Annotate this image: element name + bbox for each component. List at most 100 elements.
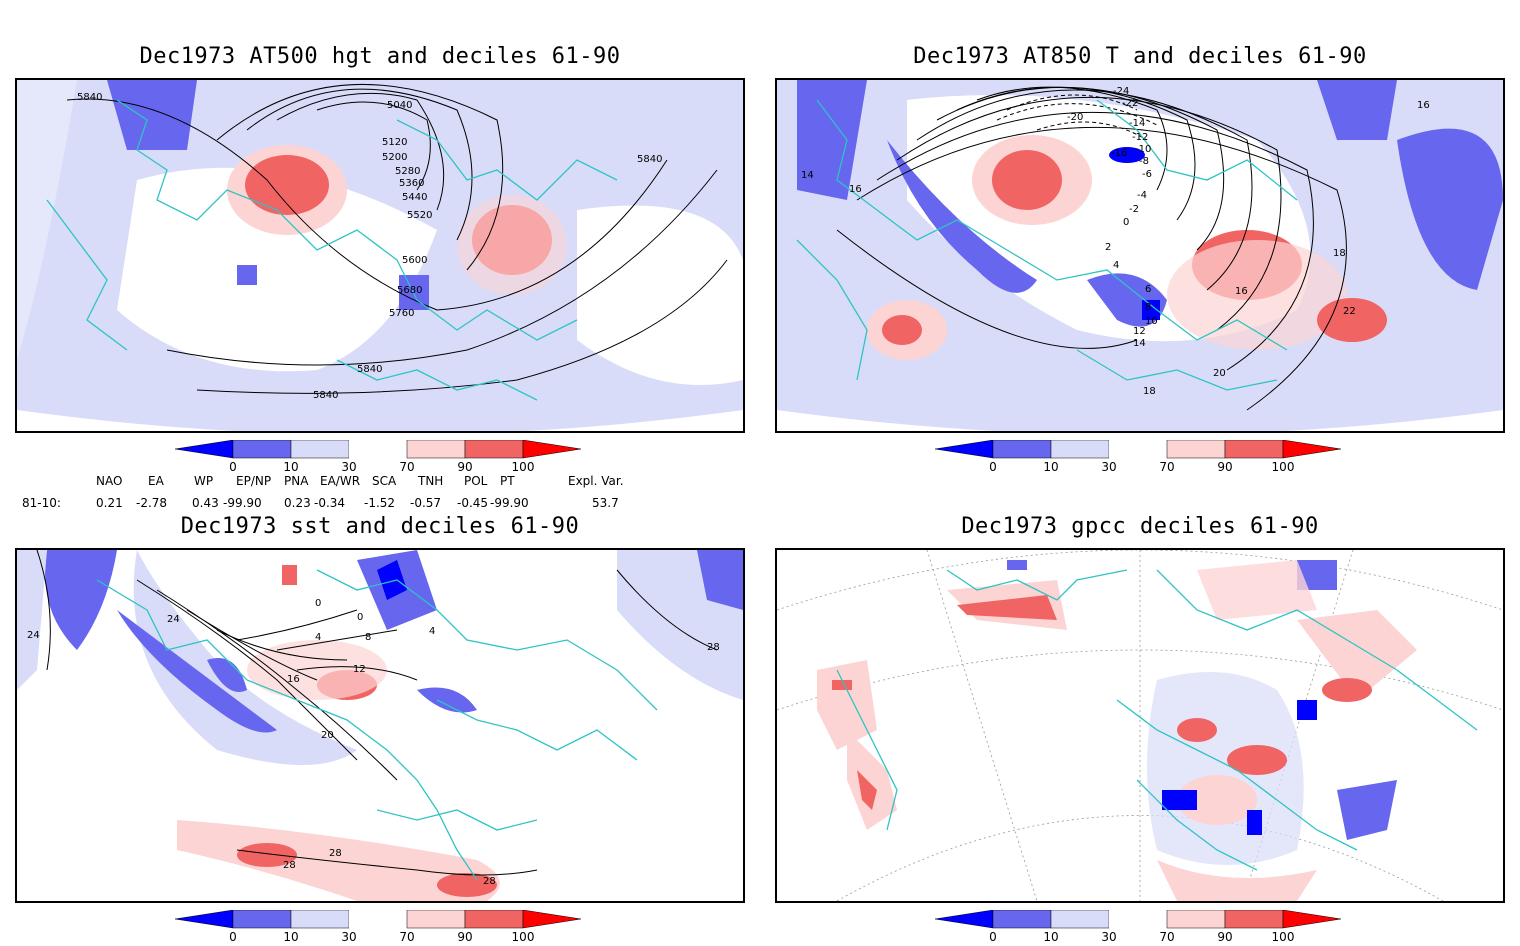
- contour-label: 16: [849, 184, 862, 195]
- index-value: -0.34: [314, 496, 346, 510]
- contour-label: 5520: [407, 210, 433, 221]
- colorbar-top-right: 0 10 30 70 90 100: [934, 439, 1355, 476]
- index-value: -2.78: [136, 496, 168, 510]
- contour-label: 28: [283, 860, 296, 871]
- colorbar-tick: 10: [283, 930, 299, 944]
- contour-label: 28: [483, 876, 496, 887]
- contour-label: -8: [1139, 156, 1149, 167]
- contour-label: 6: [1145, 284, 1152, 295]
- contour-label: 16: [287, 674, 300, 685]
- index-name: POL: [464, 474, 488, 488]
- contour-label: 5840: [357, 364, 383, 375]
- contour-label: 14: [1133, 338, 1146, 349]
- contour-label: -6: [1142, 169, 1152, 180]
- contour-label: 20: [321, 730, 334, 741]
- map-gpcc: [775, 548, 1505, 903]
- colorbar-tick: 10: [1043, 930, 1059, 944]
- colorbar-tick: 70: [1159, 460, 1175, 474]
- contour-label: 0: [357, 612, 364, 623]
- index-value: -0.45: [457, 496, 489, 510]
- contour-label: -24: [1113, 86, 1130, 97]
- contour-label: 4: [315, 632, 322, 643]
- panel-title-hgt500: Dec1973 AT500 hgt and deciles 61-90: [139, 44, 621, 69]
- indices-row-label: 81-10:: [22, 496, 61, 510]
- index-name: WP: [194, 474, 214, 488]
- colorbar-tick: 10: [1043, 460, 1059, 474]
- contour-label: -10: [1135, 144, 1152, 155]
- map-t850: -24 -22 -20 -14 -12 -10 -8 -6 -4 -2 0 2 …: [775, 78, 1505, 433]
- contour-label: 2: [1105, 242, 1112, 253]
- index-name: SCA: [372, 474, 397, 488]
- colorbar-tick: 90: [1217, 930, 1233, 944]
- contour-label: 28: [707, 642, 720, 653]
- contour-label: 0: [1123, 217, 1130, 228]
- contour-label: -16: [1111, 148, 1128, 159]
- colorbar-bottom-left: 0 10 30 70 90 100: [174, 909, 595, 946]
- contour-label: 12: [353, 664, 366, 675]
- colorbar-tick: 70: [1159, 930, 1175, 944]
- contour-label: 22: [1343, 306, 1356, 317]
- contour-label: 8: [365, 632, 372, 643]
- contour-label: 24: [27, 630, 40, 641]
- index-name: TNH: [418, 474, 444, 488]
- colorbar-tick: 10: [283, 460, 299, 474]
- contour-label: -2: [1129, 204, 1139, 215]
- contour-label: -12: [1132, 132, 1149, 143]
- index-name: NAO: [96, 474, 123, 488]
- index-value: -99.90: [223, 496, 262, 510]
- contour-label: 5040: [387, 100, 413, 111]
- contour-label: 5760: [389, 308, 415, 319]
- contour-label: -22: [1122, 98, 1139, 109]
- colorbar-tick: 70: [399, 930, 415, 944]
- contour-label: 28: [329, 848, 342, 859]
- colorbar-tick: 0: [989, 930, 997, 944]
- index-name: EA: [148, 474, 164, 488]
- index-value: -1.52: [364, 496, 396, 510]
- colorbar-tick: 90: [1217, 460, 1233, 474]
- contour-label: 16: [1417, 100, 1430, 111]
- colorbar-tick: 30: [341, 930, 357, 944]
- index-value: 0.21: [96, 496, 123, 510]
- contour-label: 5280: [395, 166, 421, 177]
- index-value: -99.90: [490, 496, 529, 510]
- colorbar-tick: 0: [229, 460, 237, 474]
- contour-label: 4: [1113, 260, 1120, 271]
- contour-label: 5200: [382, 152, 408, 163]
- colorbar-bottom-right: 0 10 30 70 90 100: [934, 909, 1355, 946]
- colorbar-tick: 100: [1271, 460, 1295, 474]
- contour-label: 24: [167, 614, 180, 625]
- index-value: 0.43: [192, 496, 219, 510]
- colorbar-tick: 0: [229, 930, 237, 944]
- contour-label: 5600: [402, 255, 428, 266]
- colorbar-tick: 100: [511, 460, 535, 474]
- colorbar-tick: 100: [1271, 930, 1295, 944]
- panel-title-sst: Dec1973 sst and deciles 61-90: [180, 514, 580, 539]
- contour-label: 16: [1235, 286, 1248, 297]
- contour-label: 14: [801, 170, 814, 181]
- colorbar-tick: 90: [457, 930, 473, 944]
- contour-label: 5120: [382, 137, 408, 148]
- colorbar-tick: 0: [989, 460, 997, 474]
- contour-label: 8: [1145, 302, 1152, 313]
- index-value: 0.23: [284, 496, 311, 510]
- panel-title-t850: Dec1973 AT850 T and deciles 61-90: [913, 44, 1367, 69]
- index-name: EP/NP: [236, 474, 272, 488]
- colorbar-tick: 100: [511, 930, 535, 944]
- colorbar-tick: 30: [1101, 460, 1117, 474]
- index-name: PT: [500, 474, 515, 488]
- contour-label: 5440: [402, 192, 428, 203]
- index-name: Expl. Var.: [568, 474, 624, 488]
- colorbar-tick: 30: [341, 460, 357, 474]
- index-name: EA/WR: [320, 474, 361, 488]
- contour-label: 5680: [397, 285, 423, 296]
- contour-label: 0: [315, 598, 322, 609]
- contour-label: 5840: [313, 390, 339, 401]
- contour-label: 20: [1213, 368, 1226, 379]
- index-value: -0.57: [410, 496, 442, 510]
- colorbar-tick: 30: [1101, 930, 1117, 944]
- colorbar-tick: 90: [457, 460, 473, 474]
- contour-label: -4: [1137, 190, 1147, 201]
- contour-label: -14: [1129, 118, 1146, 129]
- contour-label: 5840: [637, 154, 663, 165]
- panel-title-gpcc: Dec1973 gpcc deciles 61-90: [961, 514, 1319, 539]
